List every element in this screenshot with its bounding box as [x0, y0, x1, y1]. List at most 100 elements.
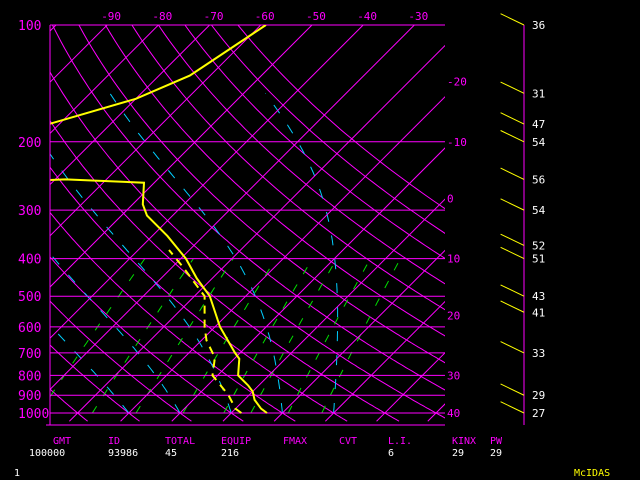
side-temperature-tick-label: 30 — [447, 369, 460, 382]
dry-adiabat-line — [157, 25, 445, 285]
index-header: ID — [108, 436, 121, 447]
pressure-tick-label: 400 — [18, 253, 41, 268]
side-temperature-tick-label: 10 — [447, 253, 460, 266]
pressure-tick-label: 500 — [18, 290, 41, 305]
dry-adiabat-line — [50, 211, 296, 422]
isotherm-line — [120, 96, 445, 422]
isotherm-line — [50, 25, 313, 288]
isotherm-line — [325, 300, 445, 422]
dry-adiabat-line — [184, 25, 445, 259]
pressure-tick-label: 800 — [18, 369, 41, 384]
wind-speed-label: 56 — [532, 173, 545, 186]
index-header: L.I. — [388, 436, 413, 447]
pressure-tick-label: 600 — [18, 321, 41, 336]
top-temperature-tick-label: -90 — [101, 10, 121, 23]
top-temperature-tick-label: -30 — [408, 10, 428, 23]
index-value: 6 — [388, 448, 395, 459]
wind-barb — [500, 246, 525, 260]
isotherm-line — [222, 198, 445, 422]
pressure-tick-label: 900 — [18, 389, 41, 404]
moist-adiabat-line — [109, 93, 283, 414]
dry-adiabat-line — [51, 25, 445, 391]
plot-frame — [46, 25, 445, 426]
dry-adiabat-line — [237, 25, 445, 210]
side-temperature-tick-label: 0 — [447, 192, 454, 205]
index-header: TOTAL — [165, 436, 196, 447]
wind-barb — [500, 13, 525, 26]
dry-adiabat-line — [131, 25, 445, 311]
wind-barb — [500, 130, 525, 143]
dry-adiabat-line — [50, 300, 192, 422]
mixing-ratio-line — [182, 258, 277, 414]
isotherm-line — [171, 147, 445, 422]
frame-number: 1 — [14, 468, 21, 479]
index-header: KINX — [452, 436, 477, 447]
isotherm-line — [50, 25, 160, 135]
side-temperature-tick-label: 20 — [447, 309, 460, 322]
side-temperature-tick-label: 40 — [447, 407, 460, 420]
moist-adiabat-line — [50, 324, 130, 414]
wind-speed-label: 54 — [532, 136, 546, 149]
wind-speed-label: 31 — [532, 87, 545, 100]
index-header: FMAX — [283, 436, 308, 447]
wind-speed-label: 52 — [532, 239, 545, 252]
top-temperature-tick-label: -40 — [357, 10, 377, 23]
top-temperature-tick-label: -50 — [306, 10, 326, 23]
side-temperature-tick-label: -10 — [447, 136, 467, 149]
index-value: 29 — [490, 448, 503, 459]
index-value: 29 — [452, 448, 465, 459]
wind-speed-label: 41 — [532, 306, 545, 319]
wind-barb — [500, 284, 525, 297]
wind-barb — [500, 300, 525, 313]
wind-speed-label: 27 — [532, 407, 545, 420]
dry-adiabat-line — [104, 25, 445, 337]
wind-barb — [500, 383, 525, 396]
index-value: 93986 — [108, 448, 139, 459]
index-value: 45 — [165, 448, 178, 459]
index-value: 216 — [221, 448, 240, 459]
isotherm-line — [479, 16, 640, 421]
wind-barb — [500, 167, 525, 180]
dry-adiabat-line — [210, 25, 445, 234]
dry-adiabat-line — [50, 166, 348, 422]
pressure-tick-label: 300 — [18, 204, 41, 219]
wind-barb — [500, 198, 525, 211]
mixing-ratio-line — [287, 258, 371, 414]
top-temperature-tick-label: -80 — [152, 10, 172, 23]
moist-adiabat-line — [264, 93, 339, 414]
index-header: EQUIP — [221, 436, 252, 447]
wind-speed-label: 43 — [532, 290, 545, 303]
moist-adiabat-line — [50, 252, 181, 414]
pressure-tick-label: 1000 — [18, 407, 49, 422]
index-header: CVT — [339, 436, 358, 447]
dry-adiabat-line — [50, 256, 244, 422]
pressure-tick-label: 700 — [18, 347, 41, 362]
wind-speed-label: 29 — [532, 389, 545, 402]
index-header: PW — [490, 436, 503, 447]
dewpoint-profile — [168, 249, 242, 414]
isotherm-line — [50, 25, 211, 186]
wind-speed-label: 33 — [532, 347, 545, 360]
mixing-ratio-line — [91, 258, 194, 414]
wind-speed-label: 36 — [532, 19, 545, 32]
wind-speed-label: 54 — [532, 204, 546, 217]
top-temperature-tick-label: -60 — [255, 10, 275, 23]
side-temperature-tick-label: -20 — [447, 76, 467, 89]
isotherm-line — [0, 16, 13, 421]
isotherm-line — [50, 25, 262, 237]
isotherm-line — [273, 249, 445, 422]
wind-barb — [500, 401, 525, 414]
wind-speed-label: 47 — [532, 118, 545, 131]
index-value: 100000 — [29, 448, 66, 459]
background-lines — [50, 25, 445, 422]
sounding-profiles — [50, 25, 268, 414]
wind-barb — [500, 81, 525, 94]
dry-adiabat-line — [50, 388, 88, 422]
mixing-ratio-line — [321, 258, 401, 414]
moist-adiabat-line — [50, 152, 232, 414]
isotherms — [0, 16, 640, 422]
mixing-ratio-line — [250, 258, 338, 414]
